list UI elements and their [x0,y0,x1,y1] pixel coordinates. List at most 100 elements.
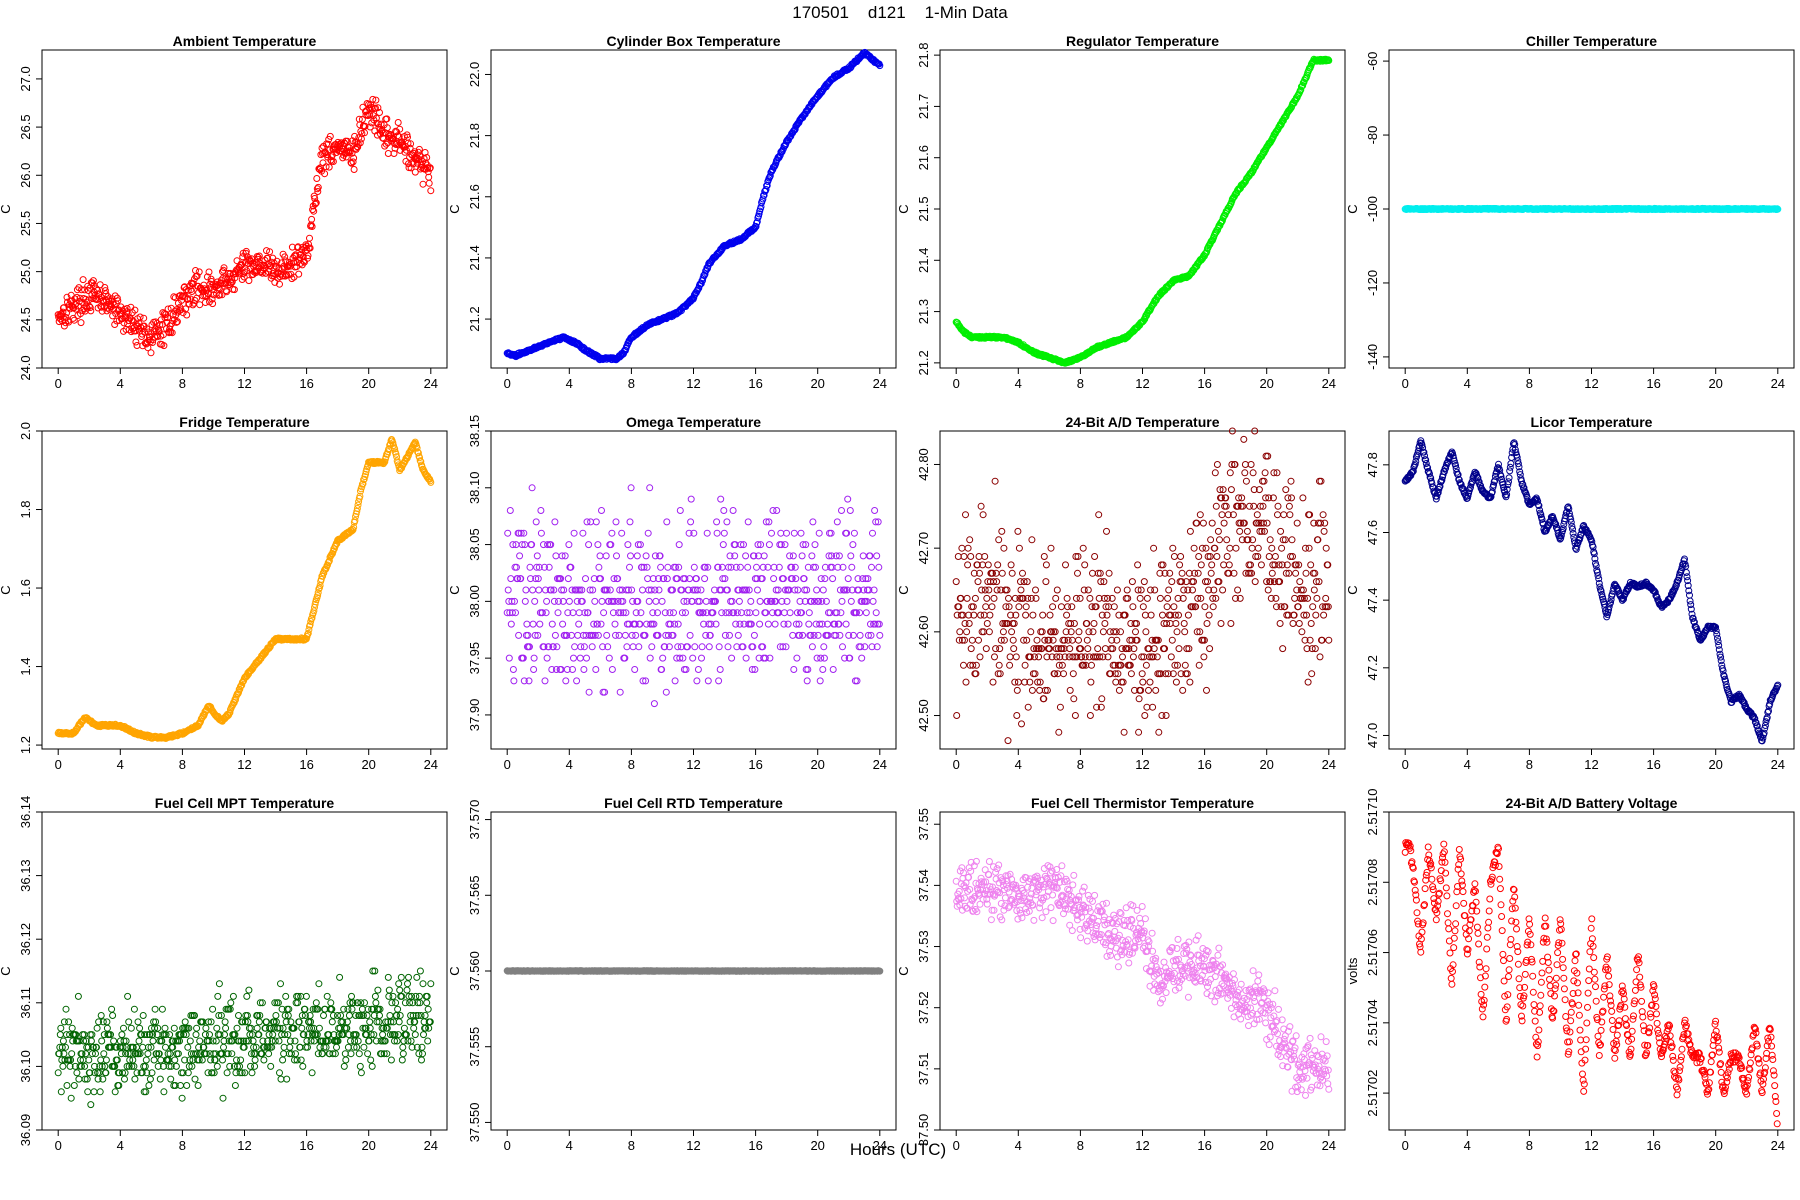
data-point [663,518,671,526]
data-point [1234,586,1242,594]
data-point [1289,620,1297,627]
data-point [1042,561,1050,569]
data-point [1057,603,1065,611]
data-point [552,552,560,560]
data-point [790,529,798,537]
data-point [114,297,122,305]
data-point [1324,56,1332,64]
data-point [754,586,761,594]
data-point [724,643,732,651]
x-tick-label: 20 [361,376,375,391]
x-tick-label: 12 [1584,757,1598,772]
x-tick-label: 8 [179,376,186,391]
data-point [1241,469,1249,477]
data-point [1172,678,1180,686]
y-axis-label: C [0,204,13,213]
data-point [349,158,357,166]
data-point [1250,502,1258,510]
data-point [1170,603,1178,611]
data-point [698,643,706,651]
plot-title: Fridge Temperature [179,414,310,430]
data-point [631,666,639,673]
data-point [571,643,579,651]
data-point [580,666,588,673]
y-tick-label: -100 [1365,196,1380,222]
data-point [1279,645,1287,653]
data-point [1208,519,1216,527]
data-point [1021,661,1029,669]
data-point [744,518,752,526]
data-point [411,168,419,176]
data-point [1084,586,1092,594]
data-point [396,125,404,133]
data-point [184,286,192,294]
data-point [530,666,538,673]
data-point [1169,544,1177,552]
y-tick-label: 38.10 [467,472,482,505]
data-point [336,140,344,148]
y-axis-label: C [447,585,462,594]
data-point [813,586,821,594]
data-point [773,507,781,514]
plot-frame [490,49,897,369]
data-point [1291,594,1299,602]
data-point [565,597,573,605]
data-point [1297,86,1305,94]
data-point [1074,569,1081,577]
data-point [965,620,973,627]
data-point [742,654,750,662]
data-point [562,677,570,685]
data-point [588,643,596,651]
data-point [376,109,383,116]
data-point [535,586,543,594]
y-tick-label: 47.6 [1365,520,1380,545]
x-tick-label: 20 [810,376,824,391]
data-point [374,104,382,112]
data-point [1207,569,1215,577]
data-point [1196,511,1204,519]
data-point [755,210,763,218]
plot-title: Licor Temperature [1531,414,1653,430]
data-point [1320,611,1328,619]
plot-title: Ambient Temperature [173,33,317,49]
data-point [526,563,534,571]
data-point [553,643,561,651]
data-point [1089,628,1097,636]
data-point [575,620,583,628]
data-point [407,140,415,148]
panels-group: Ambient TemperatureC0481216202424.024.52… [0,33,1795,1153]
data-point [977,502,985,510]
y-axis-label: C [1345,204,1360,213]
data-point [79,276,87,284]
data-point [1253,511,1261,519]
data-point [1286,511,1294,519]
data-point [964,544,972,552]
data-point [1223,553,1231,560]
data-point [195,268,203,276]
data-point [582,575,589,583]
data-point [1261,469,1269,477]
data-point [350,166,358,173]
data-point [736,563,744,571]
data-point [1241,461,1249,468]
data-point [735,597,743,605]
data-point [833,518,841,526]
data-point [276,280,283,288]
data-series [503,484,884,708]
data-point [1296,578,1304,586]
data-point [1313,594,1321,602]
data-point [1056,703,1064,711]
data-point [1013,686,1021,694]
data-point [530,654,538,662]
data-point [980,611,988,619]
data-point [504,529,512,537]
data-point [1032,586,1039,594]
x-tick-label: 8 [1526,376,1533,391]
data-point [390,150,398,157]
y-tick-label: 21.2 [467,306,482,331]
data-point [565,541,573,549]
x-tick-label: 16 [1646,757,1660,772]
data-point [188,288,196,295]
data-point [173,318,181,326]
data-point [1053,586,1061,594]
